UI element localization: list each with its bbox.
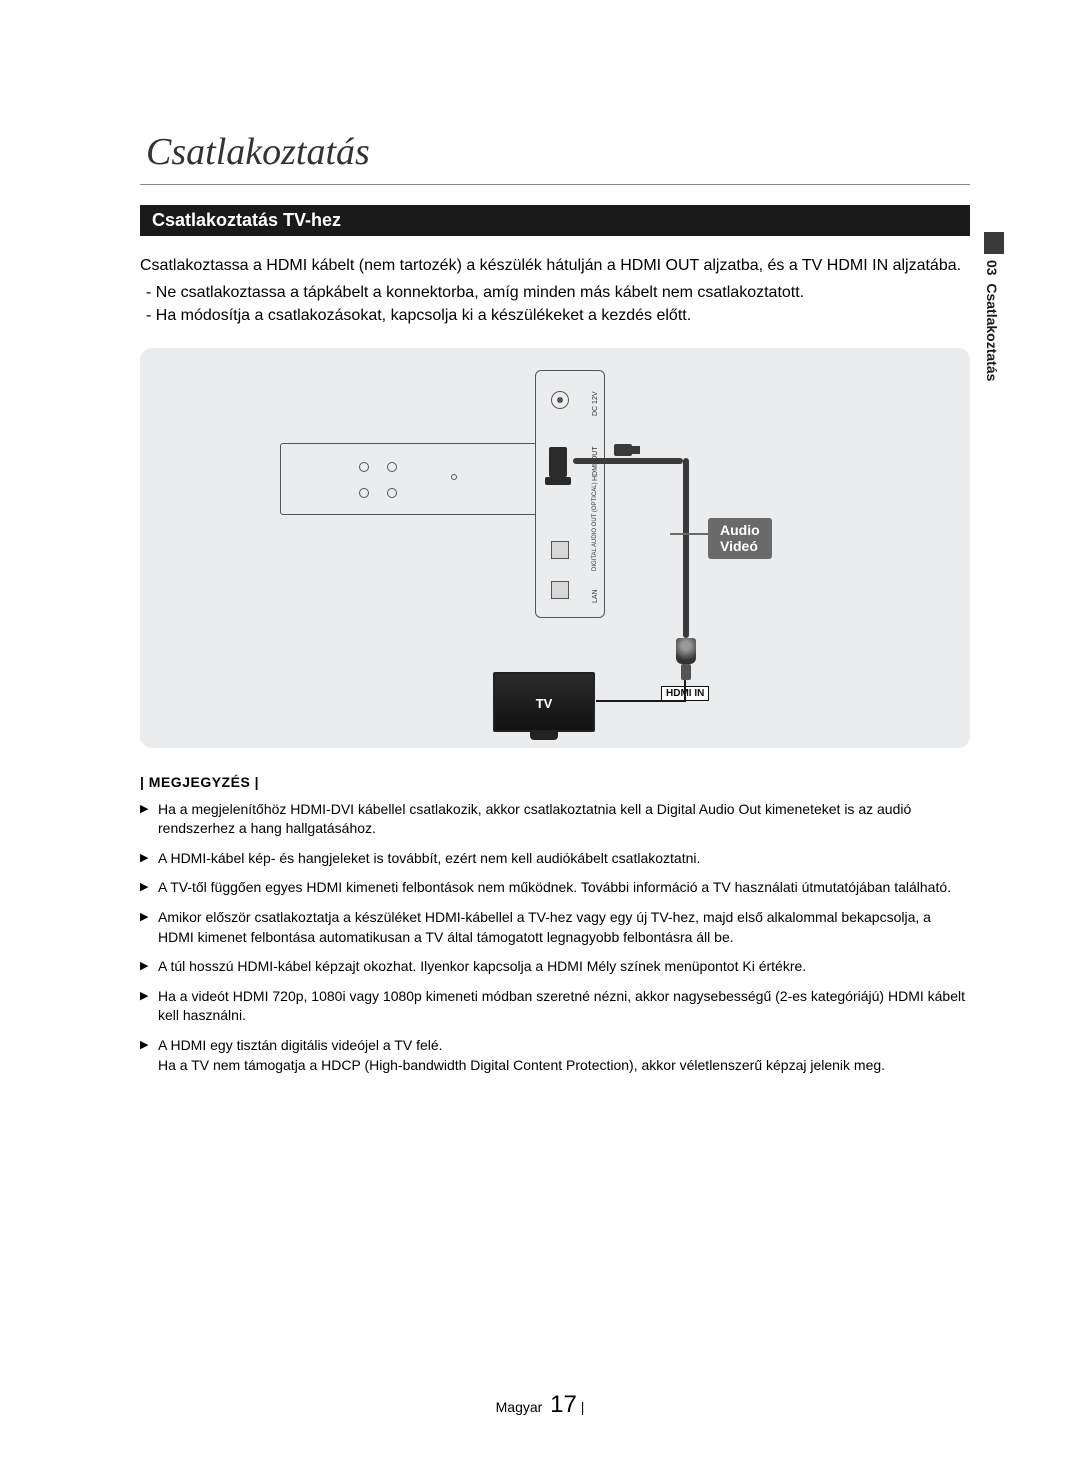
note-text: A túl hosszú HDMI-kábel képzajt okozhat.… [158, 957, 970, 977]
av-callout-line1: Audio [720, 522, 760, 539]
section-header-bar: Csatlakoztatás TV-hez [140, 205, 970, 236]
dash-list: - Ne csatlakoztassa a tápkábelt a konnek… [140, 281, 970, 327]
av-callout-pointer [670, 533, 708, 535]
device-port-dot [387, 488, 397, 498]
note-text: Ha a videót HDMI 720p, 1080i vagy 1080p … [158, 987, 970, 1026]
note-marker-icon: ▶ [140, 908, 158, 947]
device-port-dot [359, 462, 369, 472]
dc-port-center [557, 397, 563, 403]
page-footer: Magyar 17 | [0, 1391, 1080, 1419]
dash-item: - Ha módosítja a csatlakozásokat, kapcso… [140, 304, 970, 327]
dash-item: - Ne csatlakoztassa a tápkábelt a konnek… [140, 281, 970, 304]
note-item: ▶ Ha a videót HDMI 720p, 1080i vagy 1080… [140, 987, 970, 1026]
footer-page-number: 17 [550, 1391, 577, 1418]
av-callout-line2: Videó [720, 538, 760, 555]
dc-label: DC 12V [592, 391, 599, 416]
device-port-dot [359, 488, 369, 498]
hdmi-cable-vertical [683, 458, 689, 638]
note-item: ▶ Ha a megjelenítőhöz HDMI-DVI kábellel … [140, 800, 970, 839]
note-marker-icon: ▶ [140, 957, 158, 977]
note-marker-icon: ▶ [140, 878, 158, 898]
note-item: ▶ A TV-től függően egyes HDMI kimeneti f… [140, 878, 970, 898]
tv-graphic: TV [493, 672, 595, 732]
intro-paragraph: Csatlakoztassa a HDMI kábelt (nem tartoz… [140, 254, 970, 277]
note-marker-icon: ▶ [140, 800, 158, 839]
lan-port [551, 581, 569, 599]
tv-label: TV [495, 696, 593, 711]
note-text: A HDMI-kábel kép- és hangjeleket is tová… [158, 849, 970, 869]
hdmi-out-plug [549, 447, 567, 477]
digital-audio-label: DIGITAL AUDIO OUT (OPTICAL) [592, 482, 598, 571]
lan-label: LAN [592, 589, 599, 603]
note-item: ▶ A túl hosszú HDMI-kábel képzajt okozha… [140, 957, 970, 977]
connection-diagram: DC 12V HDMI OUT DIGITAL AUDIO OUT (OPTIC… [140, 348, 970, 748]
tv-connection-line-h [596, 700, 686, 702]
device-port-dot [387, 462, 397, 472]
side-tab-text: 03 Csatlakoztatás [984, 260, 1000, 381]
note-item: ▶ Amikor először csatlakoztatja a készül… [140, 908, 970, 947]
note-text: Amikor először csatlakoztatja a készülék… [158, 908, 970, 947]
digital-audio-port [551, 541, 569, 559]
notes-header: | MEGJEGYZÉS | [140, 774, 970, 790]
note-item: ▶ A HDMI-kábel kép- és hangjeleket is to… [140, 849, 970, 869]
note-marker-icon: ▶ [140, 1036, 158, 1075]
dash-item-text: Ne csatlakoztassa a tápkábelt a konnekto… [156, 284, 804, 301]
title-underline [140, 184, 970, 185]
page-title: Csatlakoztatás [146, 130, 970, 174]
note-text: A TV-től függően egyes HDMI kimeneti fel… [158, 878, 970, 898]
note-item: ▶ A HDMI egy tisztán digitális videójel … [140, 1036, 970, 1075]
footer-pipe: | [581, 1399, 585, 1415]
side-tab-bar [984, 232, 1004, 254]
page: Csatlakoztatás Csatlakoztatás TV-hez Csa… [0, 0, 1080, 1477]
side-tab-number: 03 [984, 260, 1000, 276]
note-marker-icon: ▶ [140, 987, 158, 1026]
note-text: Ha a megjelenítőhöz HDMI-DVI kábellel cs… [158, 800, 970, 839]
hdmi-cable-connector [614, 444, 632, 456]
dc-port [551, 391, 569, 409]
note-text: A HDMI egy tisztán digitális videójel a … [158, 1036, 970, 1075]
device-port-dot [451, 474, 457, 480]
note-marker-icon: ▶ [140, 849, 158, 869]
hdmi-cable-tv-tip [681, 664, 691, 680]
hdmi-cable-tv-plug [676, 638, 696, 664]
tv-stand [530, 732, 558, 740]
footer-lang: Magyar [496, 1399, 543, 1415]
side-tab-label: Csatlakoztatás [984, 283, 1000, 381]
tv-connection-line-v [684, 680, 686, 702]
dash-item-text: Ha módosítja a csatlakozásokat, kapcsolj… [156, 307, 691, 324]
hdmi-cable-horizontal [573, 458, 683, 464]
side-tab: 03 Csatlakoztatás [984, 232, 1004, 381]
av-callout: Audio Videó [708, 518, 772, 560]
device-rear-panel: DC 12V HDMI OUT DIGITAL AUDIO OUT (OPTIC… [535, 370, 605, 618]
